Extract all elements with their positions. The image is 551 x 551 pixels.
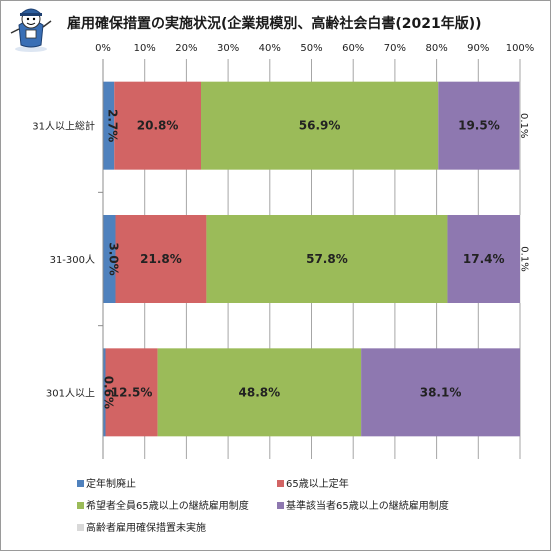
data-label: 0.1%	[518, 246, 529, 271]
x-tick-label: 30%	[217, 43, 239, 54]
mascot-logo-icon	[10, 8, 52, 52]
legend-item: 希望者全員65歳以上の継続雇用制度	[77, 501, 249, 513]
data-label: 19.5%	[458, 119, 500, 133]
bar-segment	[361, 348, 520, 437]
x-tick-label: 80%	[425, 43, 447, 54]
data-label: 48.8%	[239, 385, 281, 399]
legend-swatch	[77, 502, 84, 509]
legend-item: 基準該当者65歳以上の継続雇用制度	[277, 501, 449, 513]
data-label: 17.4%	[463, 252, 505, 266]
legend-label: 高齢者雇用確保措置未実施	[86, 523, 206, 534]
data-label: 12.5%	[111, 385, 153, 399]
data-label: 0.1%	[518, 113, 529, 138]
data-label: 3.0%	[106, 242, 120, 275]
x-tick-label: 0%	[95, 43, 111, 54]
bar-segment	[114, 81, 201, 170]
bar-segment	[105, 348, 158, 437]
legend-swatch	[77, 480, 84, 487]
category-label: 31-300人	[50, 254, 95, 266]
legend-item: 65歳以上定年	[277, 479, 349, 491]
category-label: 301人以上	[46, 387, 95, 399]
data-label: 20.8%	[137, 119, 179, 133]
x-tick-label: 60%	[342, 43, 364, 54]
legend-swatch	[277, 502, 284, 509]
data-label: 2.7%	[106, 109, 120, 142]
x-tick-label: 70%	[384, 43, 406, 54]
legend-label: 希望者全員65歳以上の継続雇用制度	[86, 501, 249, 512]
legend-label: 基準該当者65歳以上の継続雇用制度	[286, 501, 449, 512]
legend-swatch	[277, 480, 284, 487]
bar-segment	[115, 215, 207, 303]
bar-segment	[438, 81, 520, 170]
bar-segment	[103, 348, 106, 437]
bar-segment	[519, 81, 521, 170]
legend-swatch	[77, 524, 84, 531]
legend-item: 高齢者雇用確保措置未実施	[77, 523, 206, 535]
bar-segment	[157, 348, 362, 437]
chart-title: 雇用確保措置の実施状況(企業規模別、高齢社会白書(2021年版))	[67, 16, 482, 32]
bar-segment	[447, 215, 520, 303]
bar-segment	[200, 81, 439, 170]
x-tick-label: 20%	[175, 43, 197, 54]
x-tick-label: 90%	[467, 43, 489, 54]
x-tick-label: 40%	[259, 43, 281, 54]
bar-segment	[103, 215, 116, 303]
bar-segment	[206, 215, 448, 303]
x-tick-label: 10%	[134, 43, 156, 54]
x-tick-label: 100%	[506, 43, 535, 54]
x-tick-label: 50%	[300, 43, 322, 54]
data-label: 56.9%	[299, 119, 341, 133]
category-label: 31人以上総計	[32, 120, 95, 133]
data-label: 38.1%	[420, 385, 462, 399]
bar-segment	[520, 215, 521, 303]
data-label: 21.8%	[140, 252, 182, 266]
legend-label: 65歳以上定年	[286, 479, 349, 490]
legend-item: 定年制廃止	[77, 479, 136, 491]
data-label: 0.6%	[101, 376, 115, 409]
legend-label: 定年制廃止	[86, 479, 136, 490]
bar-segment	[103, 81, 115, 170]
data-label: 57.8%	[306, 252, 348, 266]
